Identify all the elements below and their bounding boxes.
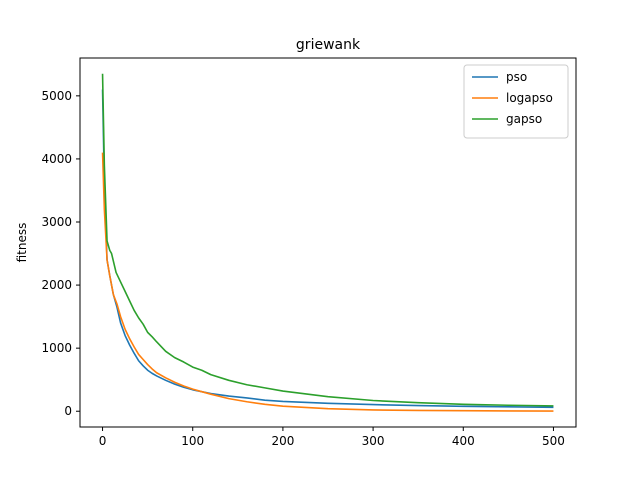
series-line-gapso (101, 73, 554, 407)
x-tick-label: 500 (542, 434, 565, 448)
y-tick-label: 4000 (41, 152, 72, 166)
x-tick-label: 0 (99, 434, 107, 448)
x-tick-label: 300 (362, 434, 385, 448)
legend-label-pso: pso (506, 70, 527, 84)
legend: pso logapso gapso (463, 64, 569, 139)
series-line-pso (101, 89, 554, 409)
legend-label-logapso: logapso (506, 91, 553, 105)
legend-label-gapso: gapso (506, 112, 542, 126)
x-axis: 0 100 200 300 400 500 (99, 427, 565, 448)
x-tick-label: 100 (181, 434, 204, 448)
y-tick-label: 1000 (41, 341, 72, 355)
y-axis: 0 1000 2000 3000 4000 5000 (41, 89, 80, 418)
y-axis-label: fitness (15, 223, 29, 263)
series-line-logapso (101, 152, 554, 412)
plot-frame (79, 57, 577, 428)
y-tick-label: 3000 (41, 215, 72, 229)
x-tick-label: 200 (271, 434, 294, 448)
x-tick-label: 400 (452, 434, 475, 448)
series-lines (101, 73, 554, 412)
y-tick-label: 5000 (41, 89, 72, 103)
y-tick-label: 0 (64, 404, 72, 418)
chart-title: griewank (296, 37, 361, 53)
y-tick-label: 2000 (41, 278, 72, 292)
